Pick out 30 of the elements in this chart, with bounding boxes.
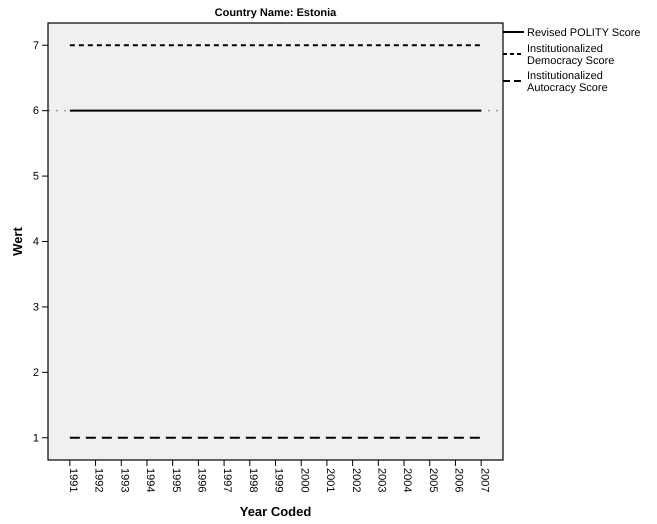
y-tick-label: 6: [32, 105, 39, 118]
x-tick-label: 1992: [92, 468, 105, 492]
y-tick-label: 3: [32, 301, 39, 314]
x-tick-label: 1996: [196, 468, 208, 492]
y-axis-title: Wert: [10, 226, 25, 256]
legend-label: Institutionalized Democracy Score: [527, 43, 614, 67]
x-tick-label: 1995: [170, 468, 182, 492]
chart-title: Country Name: Estonia: [214, 7, 338, 19]
legend-label: Institutionalized Autocracy Score: [527, 70, 608, 94]
x-tick-label: 2003: [375, 468, 388, 492]
x-tick-label: 1998: [246, 468, 259, 492]
y-tick-label: 1: [32, 432, 39, 444]
x-axis-title: Year Coded: [240, 504, 312, 519]
x-tick-label: 2004: [401, 468, 414, 492]
y-tick-label: 5: [32, 170, 39, 183]
x-tick-label: 1997: [221, 468, 234, 492]
x-tick-label: 2005: [426, 468, 439, 492]
x-tick-label: 1993: [118, 468, 130, 492]
x-tick-label: 2007: [478, 468, 490, 492]
y-tick-label: 2: [32, 366, 39, 379]
y-tick-label: 4: [32, 236, 39, 248]
x-tick-label: 2006: [452, 468, 465, 492]
legend-label: Revised POLITY Score: [527, 27, 641, 39]
x-tick-label: 2000: [298, 468, 310, 492]
x-tick-label: 1991: [67, 468, 79, 492]
x-tick-label: 1994: [144, 468, 156, 492]
x-tick-label: 2001: [324, 468, 336, 492]
x-tick-label: 1999: [272, 468, 285, 492]
y-tick-label: 7: [32, 40, 39, 52]
x-tick-label: 2002: [350, 468, 362, 492]
